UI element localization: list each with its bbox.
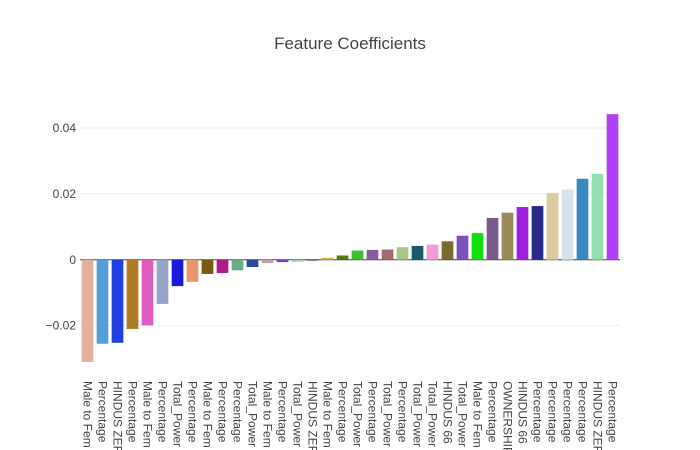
x-tick-label: Percentage: [231, 381, 245, 443]
bar[interactable]: [396, 247, 409, 260]
bar[interactable]: [321, 257, 334, 260]
bar[interactable]: [381, 249, 394, 260]
x-tick-label: Total_Power: [351, 381, 365, 447]
x-tick-label: Total_Power: [291, 381, 305, 447]
x-tick-label: Percentage: [96, 381, 110, 443]
x-tick-label: HINDUS 66: [516, 381, 530, 444]
bar[interactable]: [156, 259, 169, 304]
chart-title: Feature Coefficients: [274, 34, 426, 53]
x-tick-label: Percentage: [396, 381, 410, 443]
bar[interactable]: [171, 259, 184, 287]
bar[interactable]: [366, 249, 379, 260]
x-tick-label: Male to Fem: [471, 381, 485, 448]
x-tick-label: HINDUS 66: [441, 381, 455, 444]
x-tick-label: Male to Fem: [141, 381, 155, 448]
bar[interactable]: [291, 259, 304, 262]
bar[interactable]: [336, 255, 349, 260]
bar[interactable]: [351, 250, 364, 260]
x-tick-label: Male to Fem: [321, 381, 335, 448]
y-tick-label: 0.02: [53, 187, 77, 201]
x-tick-label: Total_Power: [381, 381, 395, 447]
x-tick-label: Total_Power: [171, 381, 185, 447]
grid-lines: [80, 127, 620, 327]
y-tick-label: −0.02: [46, 319, 77, 333]
bar[interactable]: [606, 114, 619, 260]
bar[interactable]: [216, 259, 229, 273]
x-tick-label: Percentage: [366, 381, 380, 443]
bar[interactable]: [456, 235, 469, 260]
bar[interactable]: [96, 259, 109, 344]
x-tick-label: Total_Power: [456, 381, 470, 447]
x-tick-label: Percentage: [561, 381, 575, 443]
bar[interactable]: [546, 192, 559, 260]
y-tick-label: 0: [69, 253, 76, 267]
y-tick-label: 0.04: [53, 121, 77, 135]
bar[interactable]: [486, 217, 499, 260]
x-tick-labels: Male to Fem Percentage HINDUS ZEF Percentag…: [81, 381, 620, 450]
x-tick-label: HINDUS ZEF: [306, 381, 320, 450]
x-tick-label: Percentage: [276, 381, 290, 443]
x-tick-label: Percentage: [216, 381, 230, 443]
bar[interactable]: [441, 241, 454, 260]
bar[interactable]: [471, 233, 484, 260]
x-tick-label: Percentage: [531, 381, 545, 443]
bar[interactable]: [246, 259, 259, 268]
bar[interactable]: [126, 259, 139, 329]
x-tick-label: Percentage: [126, 381, 140, 443]
x-tick-label: Percentage: [576, 381, 590, 443]
x-tick-label: Total_Power: [426, 381, 440, 447]
x-tick-label: Male to Fem: [201, 381, 215, 448]
x-tick-label: Percentage: [546, 381, 560, 443]
x-tick-label: Percentage: [606, 381, 620, 443]
bar[interactable]: [186, 259, 199, 282]
x-tick-label: Percentage: [486, 381, 500, 443]
x-tick-label: OWNERSHIP: [501, 381, 515, 450]
bar[interactable]: [201, 259, 214, 274]
bar[interactable]: [231, 259, 244, 271]
bar[interactable]: [516, 207, 529, 260]
bar[interactable]: [531, 206, 544, 260]
bar[interactable]: [306, 259, 319, 261]
x-tick-label: Male to Fem: [81, 381, 95, 448]
x-tick-label: Percentage: [336, 381, 350, 443]
x-tick-label: Percentage: [186, 381, 200, 443]
bar[interactable]: [111, 259, 124, 343]
bar[interactable]: [276, 259, 289, 263]
x-tick-label: Percentage: [156, 381, 170, 443]
x-tick-label: HINDUS ZEF: [111, 381, 125, 450]
y-tick-labels: −0.02 0 0.02 0.04: [46, 121, 77, 333]
bar[interactable]: [261, 259, 274, 264]
bar[interactable]: [501, 212, 514, 260]
bar[interactable]: [141, 259, 154, 326]
bar[interactable]: [591, 173, 604, 260]
x-tick-label: Total_Power: [411, 381, 425, 447]
bar[interactable]: [81, 259, 94, 362]
bars: [81, 114, 619, 362]
x-tick-label: HINDUS ZEF: [591, 381, 605, 450]
bar[interactable]: [561, 189, 574, 260]
bar[interactable]: [576, 178, 589, 260]
bar[interactable]: [426, 244, 439, 260]
x-tick-label: Male to Fem: [261, 381, 275, 448]
bar[interactable]: [411, 245, 424, 260]
x-tick-label: Total_Power: [246, 381, 260, 447]
